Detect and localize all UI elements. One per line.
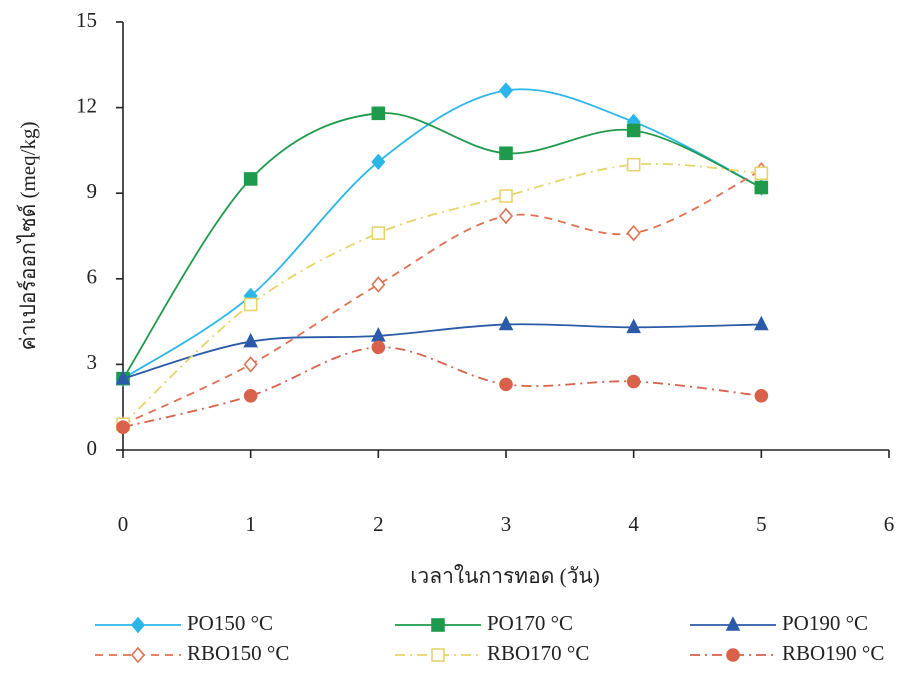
legend-label: PO150 °C <box>187 611 273 635</box>
data-point <box>243 172 258 186</box>
x-tick-label: 4 <box>628 512 639 536</box>
data-point <box>754 166 769 181</box>
data-point <box>626 224 641 242</box>
data-point <box>371 106 386 121</box>
series-line <box>122 169 762 426</box>
legend-label: RBO170 °C <box>487 641 589 665</box>
data-point <box>371 276 386 293</box>
series-line <box>122 346 762 429</box>
data-point <box>498 315 514 331</box>
x-axis-label: เวลาในการทอด (วัน) <box>410 564 600 588</box>
legend-marker <box>725 616 741 631</box>
data-point <box>499 189 513 203</box>
legend-marker <box>130 646 146 664</box>
data-point <box>371 153 386 171</box>
data-point <box>498 207 514 225</box>
legend-label: PO190 °C <box>782 611 868 635</box>
series-line <box>122 88 762 380</box>
legend-marker <box>726 648 740 662</box>
y-tick-label: 0 <box>87 436 98 460</box>
data-point <box>499 377 513 392</box>
legend-label: RBO150 °C <box>187 641 289 665</box>
y-tick-label: 6 <box>87 265 98 289</box>
y-tick-label: 15 <box>76 8 97 32</box>
data-point <box>626 123 641 138</box>
data-point <box>116 420 130 434</box>
data-point <box>754 315 769 331</box>
data-point <box>371 340 386 355</box>
data-point <box>115 369 131 385</box>
series-line <box>122 112 762 380</box>
legend-marker <box>431 648 445 662</box>
x-tick-label: 6 <box>884 512 895 536</box>
series-line <box>122 323 762 380</box>
y-tick-label: 3 <box>87 350 98 374</box>
data-point <box>498 82 514 99</box>
legend-label: PO170 °C <box>487 611 573 635</box>
x-tick-label: 0 <box>118 512 129 536</box>
data-point <box>626 374 641 389</box>
y-axis-label: ค่าเปอร์ออกไซด์ (meq/kg) <box>16 122 40 351</box>
legend-label: RBO190 °C <box>782 641 884 665</box>
x-tick-label: 5 <box>756 512 767 536</box>
data-point <box>243 356 258 373</box>
data-point <box>243 388 258 403</box>
y-tick-label: 9 <box>87 179 98 203</box>
data-point <box>626 318 641 334</box>
legend-marker <box>431 618 445 632</box>
data-point <box>243 297 258 312</box>
data-point <box>243 332 258 348</box>
x-tick-label: 1 <box>245 512 256 536</box>
legend-marker <box>130 616 146 634</box>
series-line <box>122 162 762 425</box>
data-point <box>499 146 513 161</box>
data-point <box>754 388 769 403</box>
data-point <box>626 157 641 172</box>
y-tick-label: 12 <box>76 93 97 117</box>
x-tick-label: 2 <box>373 512 384 536</box>
data-point <box>754 180 769 195</box>
x-tick-label: 3 <box>501 512 512 536</box>
data-point <box>371 226 386 240</box>
